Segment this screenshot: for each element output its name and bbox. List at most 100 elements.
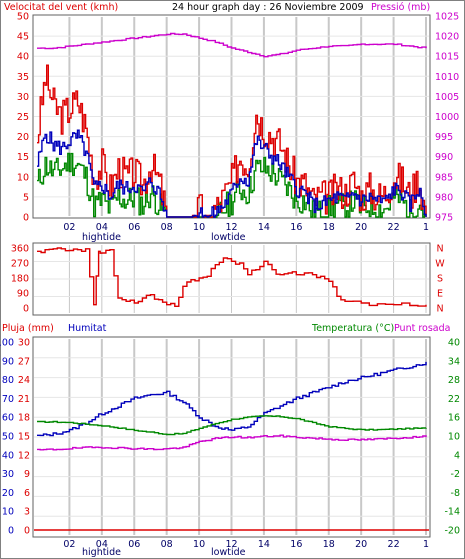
degree-tick-label: 180 bbox=[11, 274, 29, 285]
pressure-tick-label: 980 bbox=[435, 192, 453, 203]
hour-tick-label: 22 bbox=[388, 539, 400, 550]
rain-tick-label: 30 bbox=[18, 338, 30, 349]
temperature-tick-label: -14 bbox=[444, 507, 460, 518]
hour-tick-label: 02 bbox=[63, 539, 75, 550]
wind-avg-line bbox=[37, 129, 427, 218]
pressure-tick-label: 985 bbox=[435, 172, 453, 183]
humidity-tick-label: 70 bbox=[2, 394, 14, 405]
hour-tick-label: 06 bbox=[128, 222, 140, 233]
lowtide-label-top: lowtide bbox=[211, 232, 246, 243]
humidity-tick-label: 50 bbox=[2, 432, 14, 443]
temperature-tick-label: 16 bbox=[448, 413, 460, 424]
pressure-tick-label: 1025 bbox=[435, 12, 459, 23]
humidity-tick-label: 40 bbox=[2, 450, 14, 461]
rain-tick-label: 12 bbox=[18, 450, 30, 461]
hightide-label-bottom: hightide bbox=[82, 547, 121, 558]
hour-tick-label: 20 bbox=[355, 539, 367, 550]
panel-climate-lines bbox=[34, 361, 429, 531]
pressure-tick-label: 1020 bbox=[435, 32, 459, 43]
rain-tick-label: 18 bbox=[18, 413, 30, 424]
humidity-axis-ticks: 0 10 20 30 40 50 60 70 80 90 100 bbox=[0, 338, 14, 537]
hour-tick-label: 18 bbox=[323, 222, 335, 233]
degree-tick-label: 360 bbox=[11, 244, 29, 255]
rain-axis-ticks: 0 3 6 9 12 15 18 21 24 27 30 bbox=[18, 338, 30, 537]
panel-direction-grid bbox=[34, 245, 429, 313]
hour-tick-label: 04 bbox=[96, 222, 108, 233]
rain-axis-title: Pluja (mm) bbox=[2, 323, 54, 334]
pressure-tick-label: 1015 bbox=[435, 52, 459, 63]
humidity-axis-title: Humitat bbox=[68, 323, 107, 334]
compass-tick-label: N bbox=[436, 304, 443, 315]
hour-tick-label: 04 bbox=[96, 539, 108, 550]
humidity-line bbox=[37, 361, 427, 437]
temperature-tick-label: 22 bbox=[448, 394, 460, 405]
humidity-tick-label: 60 bbox=[2, 413, 14, 424]
hour-tick-label: 22 bbox=[388, 222, 400, 233]
temperature-tick-label: -2 bbox=[451, 469, 460, 480]
hour-tick-label: 16 bbox=[290, 539, 302, 550]
humidity-tick-label: 0 bbox=[8, 526, 14, 537]
temperature-tick-label: -20 bbox=[444, 526, 460, 537]
temperature-axis-title: Temperatura (°C) bbox=[311, 323, 394, 334]
rain-tick-label: 6 bbox=[24, 488, 30, 499]
direction-degree-ticks: 0 90 180 270 360 bbox=[11, 244, 29, 315]
temperature-line bbox=[37, 415, 427, 436]
humidity-tick-label: 100 bbox=[0, 338, 14, 349]
pressure-tick-label: 1005 bbox=[435, 92, 459, 103]
compass-tick-label: S bbox=[437, 274, 443, 285]
lowtide-label-bottom: lowtide bbox=[211, 547, 246, 558]
hour-tick-label: 12 bbox=[225, 222, 237, 233]
hour-tick-label: 20 bbox=[355, 222, 367, 233]
hightide-label-top: hightide bbox=[82, 232, 121, 243]
pressure-tick-label: 1010 bbox=[435, 72, 459, 83]
hour-tick-label: 1 bbox=[423, 539, 429, 550]
pressure-axis-ticks: 975 980 985 990 995 1000 1005 1010 1015 1020 1025 bbox=[435, 12, 459, 224]
wind-min-line bbox=[37, 152, 427, 218]
wind-axis-ticks: 0 5 10 15 20 25 30 35 40 45 50 bbox=[17, 12, 29, 224]
hour-tick-label: 08 bbox=[161, 222, 173, 233]
humidity-tick-label: 20 bbox=[2, 488, 14, 499]
wind-tick-label: 20 bbox=[17, 132, 29, 143]
wind-gust-line bbox=[37, 64, 427, 218]
pressure-tick-label: 975 bbox=[435, 213, 453, 224]
degree-tick-label: 0 bbox=[23, 304, 29, 315]
rain-tick-label: 21 bbox=[18, 394, 30, 405]
humidity-tick-label: 80 bbox=[2, 375, 14, 386]
pressure-axis-title: Pressió (mb) bbox=[371, 2, 430, 13]
pressure-line bbox=[37, 32, 427, 58]
rain-tick-label: 24 bbox=[18, 375, 30, 386]
pressure-tick-label: 995 bbox=[435, 132, 453, 143]
humidity-tick-label: 90 bbox=[2, 356, 14, 367]
temperature-tick-label: 34 bbox=[448, 356, 460, 367]
wind-direction-line bbox=[37, 247, 427, 307]
wind-tick-label: 30 bbox=[17, 92, 29, 103]
wind-tick-label: 25 bbox=[17, 112, 29, 123]
wind-tick-label: 5 bbox=[23, 192, 29, 203]
wind-tick-label: 50 bbox=[17, 12, 29, 23]
panel-direction-lines bbox=[37, 247, 427, 307]
rain-tick-label: 27 bbox=[18, 356, 30, 367]
compass-tick-label: N bbox=[436, 244, 443, 255]
rain-tick-label: 3 bbox=[24, 507, 30, 518]
humidity-tick-label: 10 bbox=[2, 507, 14, 518]
pressure-tick-label: 990 bbox=[435, 152, 453, 163]
hour-tick-label: 10 bbox=[193, 222, 205, 233]
temperature-tick-label: -8 bbox=[451, 488, 460, 499]
wind-tick-label: 15 bbox=[17, 152, 29, 163]
hour-tick-label: 16 bbox=[290, 222, 302, 233]
panel-wind-x-ticks: 02 04 06 08 10 12 14 16 18 20 22 1 bbox=[63, 222, 429, 233]
dew-point-line bbox=[37, 434, 427, 451]
chart-title: 24 hour graph day : 26 Noviembre 2009 bbox=[172, 2, 364, 13]
hour-tick-label: 14 bbox=[258, 539, 270, 550]
hour-tick-label: 14 bbox=[258, 222, 270, 233]
hour-tick-label: 02 bbox=[63, 222, 75, 233]
rain-tick-label: 0 bbox=[24, 526, 30, 537]
wind-tick-label: 10 bbox=[17, 172, 29, 183]
panel-wind-lines bbox=[37, 32, 427, 218]
degree-tick-label: 270 bbox=[11, 259, 29, 270]
wind-tick-label: 35 bbox=[17, 72, 29, 83]
temperature-tick-label: 40 bbox=[448, 338, 460, 349]
